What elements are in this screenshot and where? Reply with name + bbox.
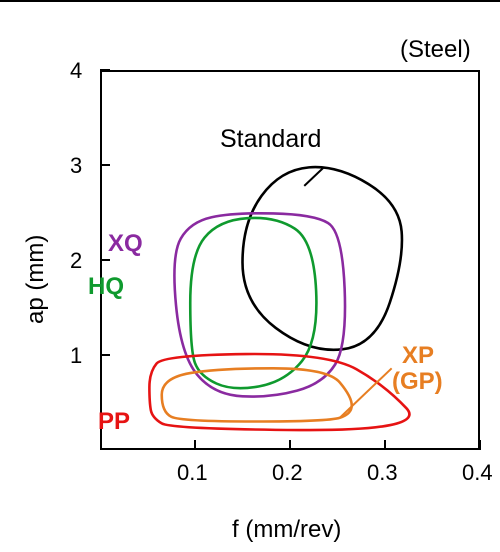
y-tick [100, 259, 110, 261]
x-tick [384, 440, 386, 450]
label-PP: PP [98, 408, 130, 436]
x-tick [289, 440, 291, 450]
label-XQ: XQ [108, 230, 143, 258]
y-tick-label: 1 [70, 343, 82, 369]
x-tick [479, 440, 481, 450]
y-tick [100, 354, 110, 356]
label-HQ: HQ [88, 273, 124, 301]
label-XP_GP: XP [402, 342, 434, 370]
y-tick [100, 69, 110, 71]
x-tick-label: 0.1 [177, 460, 208, 486]
y-tick-label: 3 [70, 153, 82, 179]
region-Standard [243, 167, 402, 350]
x-tick-label: 0.4 [462, 460, 493, 486]
x-axis-label: f (mm/rev) [232, 516, 341, 544]
x-tick-label: 0.3 [367, 460, 398, 486]
label-Standard: Standard [220, 125, 321, 154]
y-tick-label: 4 [70, 58, 82, 84]
y-tick-label: 2 [70, 248, 82, 274]
leader-Standard [304, 168, 323, 186]
label2-XP_GP: (GP) [392, 368, 443, 396]
chart-canvas: { "canvas": { "width": 500, "height": 55… [0, 0, 500, 552]
x-tick-label: 0.2 [272, 460, 303, 486]
y-axis-label: ap (mm) [22, 235, 50, 324]
y-tick [100, 164, 110, 166]
x-tick [194, 440, 196, 450]
